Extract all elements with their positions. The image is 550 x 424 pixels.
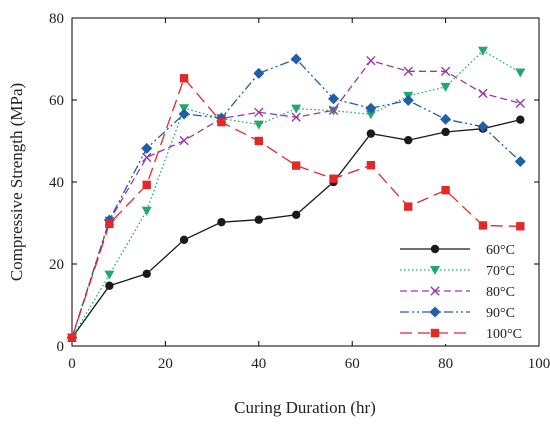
data-point bbox=[514, 156, 526, 167]
data-point bbox=[105, 219, 114, 229]
data-point bbox=[441, 186, 450, 195]
data-point bbox=[141, 142, 153, 154]
legend-label: 80°C bbox=[486, 285, 515, 300]
x-axis-label: Curing Duration (hr) bbox=[234, 398, 376, 417]
data-point bbox=[404, 202, 413, 211]
y-tick-label: 0 bbox=[57, 339, 65, 355]
data-point bbox=[67, 333, 77, 342]
legend-marker bbox=[429, 306, 441, 318]
legend-label: 100°C bbox=[486, 327, 522, 342]
legend-label: 60°C bbox=[486, 243, 515, 258]
data-point bbox=[477, 121, 489, 133]
data-point bbox=[291, 161, 301, 170]
data-point bbox=[366, 55, 376, 66]
x-tick-label: 60 bbox=[345, 356, 360, 372]
y-tick-label: 80 bbox=[49, 11, 64, 27]
data-point bbox=[402, 94, 414, 106]
data-point bbox=[290, 53, 302, 65]
data-point bbox=[254, 215, 263, 224]
legend-marker bbox=[430, 286, 440, 296]
y-tick-label: 20 bbox=[49, 257, 64, 273]
data-point bbox=[291, 104, 302, 114]
y-tick-label: 40 bbox=[49, 175, 64, 191]
data-point bbox=[516, 115, 525, 124]
data-point bbox=[217, 217, 226, 227]
data-point bbox=[253, 120, 264, 130]
legend-label: 70°C bbox=[486, 264, 515, 279]
x-tick-label: 80 bbox=[438, 356, 453, 372]
data-point bbox=[440, 82, 451, 92]
data-point bbox=[291, 112, 301, 122]
data-point bbox=[515, 98, 526, 108]
x-tick-label: 40 bbox=[251, 356, 266, 372]
data-point bbox=[404, 135, 413, 145]
x-tick-label: 20 bbox=[158, 356, 173, 372]
data-point bbox=[179, 74, 189, 83]
data-point bbox=[365, 110, 376, 120]
data-point bbox=[142, 269, 151, 279]
data-point bbox=[440, 113, 452, 125]
data-point bbox=[179, 235, 189, 245]
data-point bbox=[253, 67, 265, 79]
data-point bbox=[516, 222, 525, 231]
data-point bbox=[403, 66, 413, 76]
data-point bbox=[291, 210, 301, 219]
legend-marker bbox=[430, 266, 440, 275]
series-markers bbox=[66, 46, 526, 344]
data-point bbox=[478, 88, 488, 99]
data-point bbox=[365, 102, 377, 114]
axis-ticks: 0 20 40 60 80 100 0 20 40 60 80 bbox=[49, 11, 550, 372]
y-axis-label: Compressive Strength (MPa) bbox=[7, 83, 26, 281]
data-point bbox=[328, 105, 339, 115]
data-point bbox=[141, 206, 152, 216]
data-point bbox=[142, 180, 151, 190]
data-point bbox=[440, 66, 451, 76]
legend-marker bbox=[430, 244, 440, 254]
data-point bbox=[366, 129, 376, 138]
data-point bbox=[477, 46, 488, 56]
data-point bbox=[178, 108, 190, 120]
data-point bbox=[105, 281, 114, 290]
legend: 60°C 70°C 80°C 90°C 100°C bbox=[396, 234, 534, 344]
x-tick-label: 100 bbox=[528, 356, 550, 372]
data-point bbox=[366, 160, 376, 170]
data-point bbox=[478, 221, 488, 230]
data-point bbox=[328, 93, 340, 105]
legend-label: 90°C bbox=[486, 306, 515, 321]
data-point bbox=[104, 270, 115, 280]
data-point bbox=[142, 152, 152, 163]
data-point bbox=[254, 136, 263, 146]
y-tick-label: 60 bbox=[49, 93, 64, 109]
data-point bbox=[254, 107, 264, 117]
data-point bbox=[329, 174, 338, 183]
data-point bbox=[217, 117, 226, 127]
legend-box bbox=[396, 234, 534, 344]
legend-marker bbox=[430, 328, 440, 338]
data-point bbox=[441, 127, 450, 137]
data-point bbox=[179, 135, 189, 146]
data-point bbox=[515, 68, 526, 78]
x-tick-label: 0 bbox=[68, 356, 76, 372]
